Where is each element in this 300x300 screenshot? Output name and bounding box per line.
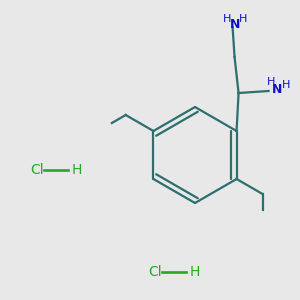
Text: H: H: [266, 77, 275, 87]
Text: H: H: [238, 14, 247, 24]
Text: N: N: [272, 83, 282, 97]
Text: Cl: Cl: [148, 265, 162, 279]
Text: N: N: [230, 17, 240, 31]
Text: Cl: Cl: [30, 163, 43, 177]
Text: H: H: [190, 265, 200, 279]
Text: H: H: [222, 14, 231, 24]
Text: H: H: [281, 80, 290, 90]
Text: H: H: [72, 163, 83, 177]
